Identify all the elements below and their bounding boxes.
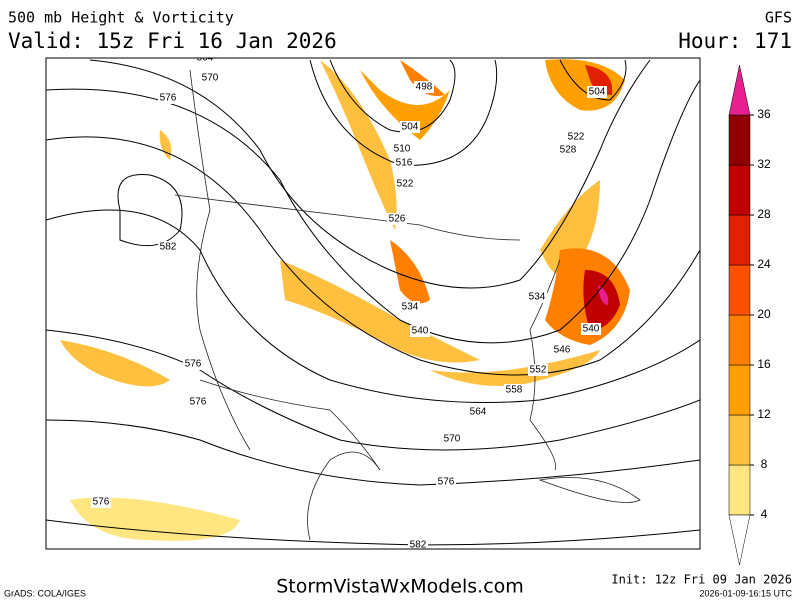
colorbar-tick-label: 32 bbox=[757, 157, 771, 171]
contour-label-bg bbox=[414, 81, 434, 93]
contour-label: 582 bbox=[160, 242, 177, 253]
contour-label: 540 bbox=[412, 326, 429, 337]
colorbar-bottom-arrow bbox=[728, 514, 751, 566]
contour-label: 498 bbox=[416, 82, 433, 93]
contour-label: 576 bbox=[438, 477, 455, 488]
colorbar-band bbox=[728, 214, 751, 266]
map: 504 570 576 498 504 510 516 522 526 582 534 540 546 5… bbox=[46, 53, 700, 551]
colorbar-tick-label: 24 bbox=[757, 257, 771, 271]
contour-label-bg bbox=[410, 325, 430, 337]
contour-label: 582 bbox=[410, 540, 427, 551]
contour-label-bg bbox=[392, 143, 412, 155]
contour-label: 504 bbox=[197, 53, 214, 64]
contour-label: 570 bbox=[202, 73, 219, 84]
contour-label-bg bbox=[395, 178, 415, 190]
contour-label: 528 bbox=[560, 145, 577, 156]
contour-label: 534 bbox=[529, 292, 546, 303]
colorbar-band bbox=[728, 114, 751, 166]
contour-label-bg bbox=[528, 364, 548, 376]
contour-label: 534 bbox=[402, 302, 419, 313]
contour-label: 526 bbox=[389, 214, 406, 225]
contour-label: 522 bbox=[568, 132, 585, 143]
contour-label: 540 bbox=[583, 324, 600, 335]
contour-label-bg bbox=[188, 396, 208, 408]
contour-label: 558 bbox=[506, 385, 523, 396]
colorbar-band bbox=[728, 264, 751, 316]
colorbar-tick-label: 36 bbox=[757, 107, 771, 121]
contour-label-bg bbox=[581, 323, 601, 335]
colorbar-tick-label: 12 bbox=[757, 407, 771, 421]
colorbar-band bbox=[728, 414, 751, 466]
colorbar-band bbox=[728, 464, 751, 516]
contour-label-bg bbox=[195, 58, 215, 64]
contour-label-bg bbox=[468, 406, 488, 418]
colorbar-band bbox=[728, 164, 751, 216]
contour-label: 576 bbox=[160, 93, 177, 104]
contour-label-bg bbox=[566, 131, 586, 143]
colorbar-tick-label: 20 bbox=[757, 307, 771, 321]
contour-label-bg bbox=[394, 157, 414, 169]
contour-label-bg bbox=[408, 539, 428, 549]
timestamp: 2026-01-09-16:15 UTC bbox=[699, 588, 792, 598]
contour-label: 516 bbox=[396, 158, 413, 169]
contour-label-bg bbox=[558, 144, 578, 156]
colorbar-tick-label: 16 bbox=[757, 357, 771, 371]
grads-credit: GrADS: COLA/IGES bbox=[4, 588, 86, 598]
contour-label-bg bbox=[387, 213, 407, 225]
valid-time: Valid: 15z Fri 16 Jan 2026 bbox=[8, 29, 337, 53]
colorbar-tick-label: 28 bbox=[757, 207, 771, 221]
colorbar: 4 8 12 16 20 24 28 32 36 bbox=[728, 64, 771, 566]
forecast-hour: Hour: 171 bbox=[678, 29, 792, 53]
contour-label: 552 bbox=[530, 365, 547, 376]
contour-label: 564 bbox=[470, 407, 487, 418]
colorbar-band bbox=[728, 314, 751, 366]
contour-label-bg bbox=[504, 384, 524, 396]
contour-label-bg bbox=[442, 433, 462, 445]
contour-label-bg bbox=[200, 72, 220, 84]
contour-label-bg bbox=[91, 496, 111, 508]
contour-label-bg bbox=[527, 291, 547, 303]
contour-label-bg bbox=[158, 92, 178, 104]
colorbar-tick-label: 8 bbox=[761, 457, 768, 471]
contour-label-bg bbox=[183, 358, 203, 370]
contour-label: 546 bbox=[554, 345, 571, 356]
contour-label-bg bbox=[436, 476, 456, 488]
colorbar-top-arrow bbox=[728, 64, 751, 116]
contour-label: 504 bbox=[589, 87, 606, 98]
model-name: GFS bbox=[765, 9, 792, 27]
contour-label: 570 bbox=[444, 434, 461, 445]
contour-label: 522 bbox=[397, 179, 414, 190]
site-name: StormVistaWxModels.com bbox=[276, 576, 524, 598]
contour-label-bg bbox=[587, 86, 607, 98]
contour-label: 576 bbox=[185, 359, 202, 370]
contour-label: 576 bbox=[93, 497, 110, 508]
contour-label-bg bbox=[158, 241, 178, 253]
contour-label: 510 bbox=[394, 144, 411, 155]
contour-label-bg bbox=[552, 344, 572, 356]
colorbar-band bbox=[728, 364, 751, 416]
map-title: 500 mb Height & Vorticity bbox=[8, 9, 234, 27]
contour-label-bg bbox=[400, 301, 420, 313]
contour-label: 504 bbox=[402, 122, 419, 133]
init-time: Init: 12z Fri 09 Jan 2026 bbox=[611, 573, 792, 587]
contour-label: 576 bbox=[190, 397, 207, 408]
contour-label-bg bbox=[400, 121, 420, 133]
vorticity-shading bbox=[60, 59, 630, 541]
map-frame bbox=[45, 57, 701, 550]
colorbar-tick-label: 4 bbox=[761, 507, 768, 521]
